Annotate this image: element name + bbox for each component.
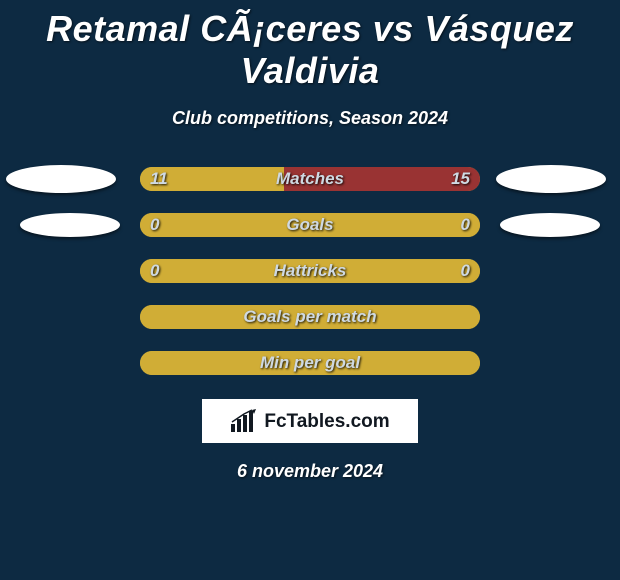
brand-inner: FcTables.com	[230, 409, 389, 433]
bar-left	[140, 213, 480, 237]
player-avatar-left	[6, 165, 116, 193]
comparison-row: Hattricks00	[0, 259, 620, 283]
bar-wrap: Matches1115	[140, 167, 480, 191]
bar-left	[140, 305, 480, 329]
comparison-rows: Matches1115 Goals00 Hattricks00 Goals per m…	[0, 167, 620, 375]
team-avatar-left	[20, 213, 120, 237]
date-label: 6 november 2024	[0, 461, 620, 482]
page-title: Retamal CÃ¡ceres vs Vásquez Valdivia	[0, 0, 620, 92]
bar-left	[140, 259, 480, 283]
comparison-row: Goals00	[0, 213, 620, 237]
bar-wrap: Hattricks00	[140, 259, 480, 283]
player-avatar-right	[496, 165, 606, 193]
brand-text: FcTables.com	[264, 411, 389, 433]
bar-wrap: Min per goal	[140, 351, 480, 375]
comparison-row: Goals per match	[0, 305, 620, 329]
bar-left	[140, 351, 480, 375]
bar-chart-icon	[230, 409, 258, 433]
brand-box[interactable]: FcTables.com	[202, 399, 418, 443]
bar-right	[284, 167, 480, 191]
bar-wrap: Goals per match	[140, 305, 480, 329]
team-avatar-right	[500, 213, 600, 237]
comparison-row: Matches1115	[0, 167, 620, 191]
page-subtitle: Club competitions, Season 2024	[0, 108, 620, 129]
comparison-row: Min per goal	[0, 351, 620, 375]
bar-wrap: Goals00	[140, 213, 480, 237]
bar-left	[140, 167, 284, 191]
